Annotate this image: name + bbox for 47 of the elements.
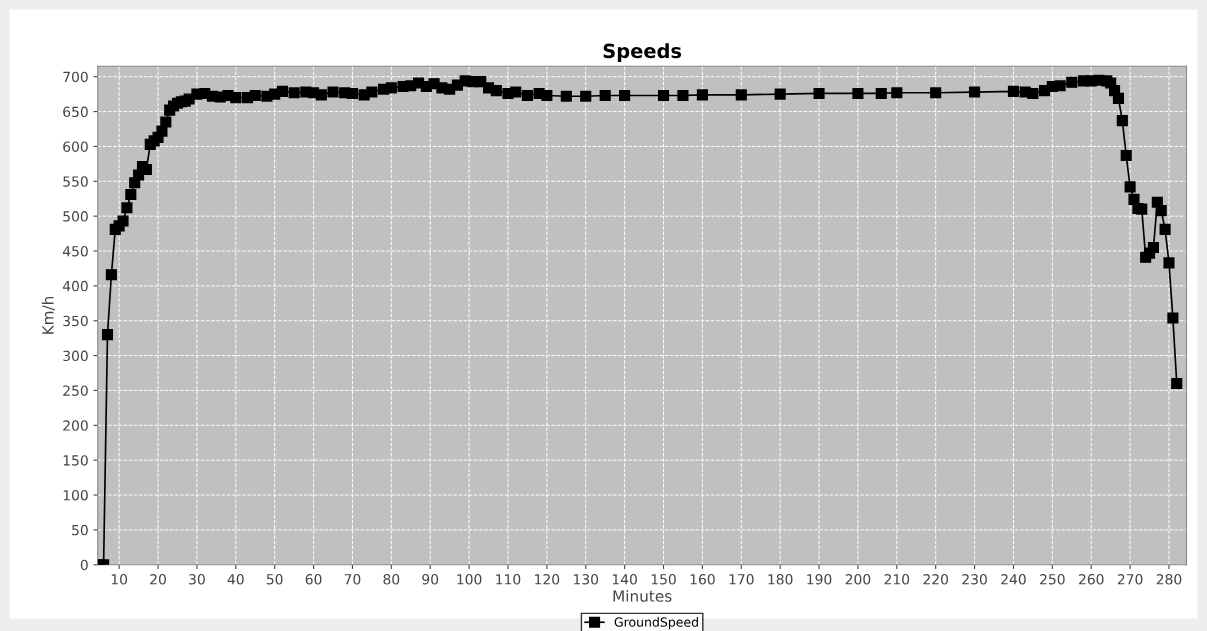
y-tick-label: 650: [63, 106, 88, 118]
legend-label: GroundSpeed: [614, 617, 698, 630]
x-tick-label: 170: [729, 574, 754, 585]
y-tick-label: 300: [63, 350, 88, 362]
x-tick-label: 240: [1001, 574, 1026, 585]
x-tick-label: 30: [189, 574, 205, 585]
x-tick-label: 60: [305, 574, 322, 585]
y-tick-label: 350: [63, 315, 88, 327]
x-tick-label: 160: [690, 574, 715, 585]
x-tick-label: 140: [612, 574, 637, 585]
x-tick-label: 150: [651, 574, 676, 585]
y-tick-label: 550: [63, 176, 88, 187]
x-tick-label: 120: [535, 574, 560, 585]
x-tick-label: 230: [962, 574, 987, 585]
y-tick-label: 250: [63, 385, 88, 396]
chart-title: Speeds: [603, 43, 682, 62]
y-tick-label: 400: [62, 280, 88, 292]
x-tick-label: 270: [1117, 574, 1143, 585]
y-tick-label: 200: [63, 420, 88, 431]
x-tick-label: 200: [845, 574, 871, 585]
x-tick-label: 70: [344, 574, 361, 585]
x-tick-label: 80: [383, 574, 400, 585]
y-tick-label: 0: [80, 559, 88, 571]
x-tick-label: 100: [457, 574, 482, 585]
y-axis-title: Km/h: [41, 296, 55, 334]
x-tick-label: 190: [807, 574, 832, 585]
x-tick-label: 110: [496, 574, 521, 585]
x-tick-label: 210: [884, 574, 910, 585]
x-tick-label: 130: [574, 574, 599, 585]
x-tick-label: 180: [768, 574, 793, 585]
y-tick-label: 50: [72, 524, 88, 536]
x-tick-label: 280: [1156, 574, 1182, 585]
x-tick-label: 20: [150, 574, 166, 585]
x-tick-label: 220: [923, 574, 949, 585]
x-tick-label: 10: [111, 574, 128, 585]
x-axis-title: Minutes: [613, 589, 672, 602]
x-tick-label: 260: [1078, 574, 1104, 585]
y-tick-label: 150: [63, 455, 88, 466]
x-tick-label: 90: [422, 574, 439, 585]
y-tick-label: 700: [63, 71, 88, 83]
y-tick-label: 450: [62, 245, 88, 257]
x-tick-label: 50: [266, 574, 283, 585]
y-tick-label: 100: [63, 489, 88, 501]
x-tick-label: 40: [227, 574, 244, 585]
x-tick-label: 250: [1040, 574, 1065, 585]
y-tick-label: 500: [63, 211, 88, 222]
y-tick-label: 600: [63, 141, 88, 152]
